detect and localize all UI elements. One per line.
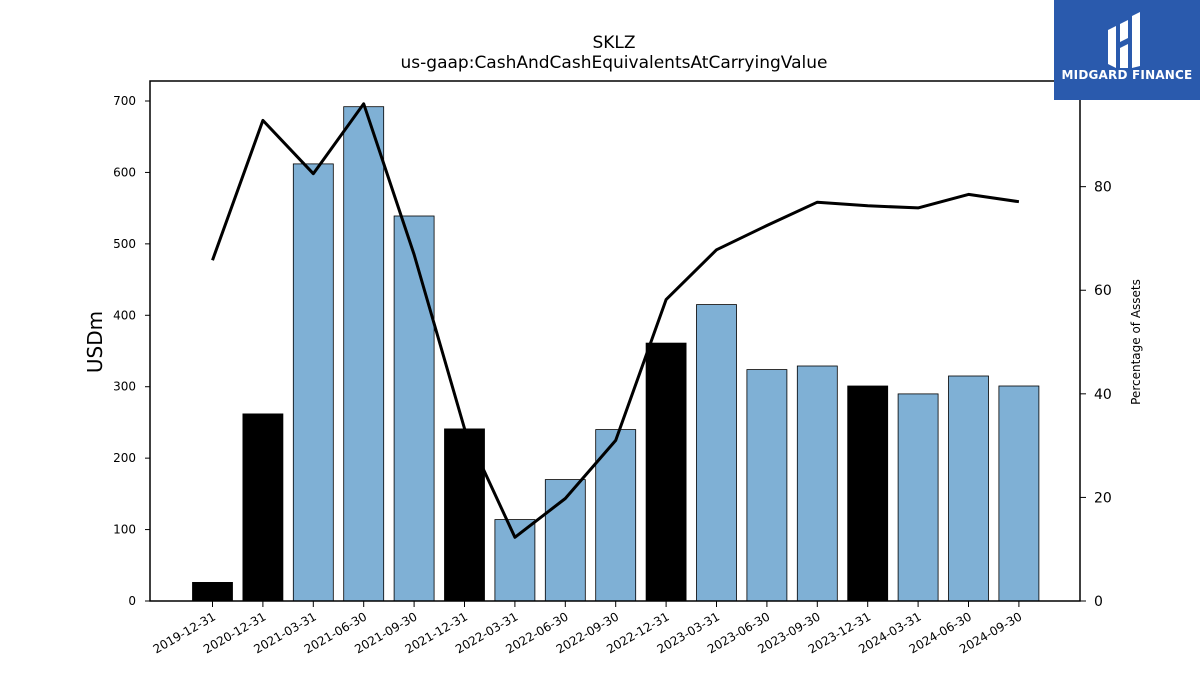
bar-2023-09-30 — [797, 366, 837, 601]
left-axis: 0 100 200 300 400 500 600 700 — [113, 94, 150, 608]
y-right-tick-label-0: 0 — [1094, 594, 1103, 610]
y-right-tick-label-60: 60 — [1094, 283, 1112, 299]
bar-2020-12-31 — [243, 414, 283, 601]
bar-2024-03-31 — [898, 394, 938, 601]
y-tick-label-400: 400 — [113, 308, 136, 322]
bar-2023-03-31 — [697, 305, 737, 601]
y-right-tick-label-80: 80 — [1094, 180, 1112, 196]
bar-2021-12-31 — [445, 429, 485, 601]
y-tick-label-700: 700 — [113, 94, 136, 108]
bar-2024-06-30 — [949, 376, 989, 601]
bar-2022-12-31 — [646, 343, 686, 601]
bar-2021-03-31 — [293, 164, 333, 601]
y-right-tick-label-20: 20 — [1094, 490, 1112, 506]
bar-2023-06-30 — [747, 370, 787, 601]
bar-2023-12-31 — [848, 386, 888, 601]
x-axis: 2019-12-312020-12-312021-03-312021-06-30… — [151, 601, 1025, 656]
bar-2019-12-31 — [193, 582, 233, 601]
chart-subtitle: us-gaap:CashAndCashEquivalentsAtCarrying… — [401, 53, 828, 73]
bars-group — [193, 107, 1039, 601]
y-axis-label: USDm — [83, 311, 107, 373]
y-tick-label-500: 500 — [113, 237, 136, 251]
y-tick-label-200: 200 — [113, 451, 136, 465]
bar-2022-03-31 — [495, 520, 535, 601]
y-tick-label-600: 600 — [113, 165, 136, 179]
bar-2024-09-30 — [999, 386, 1039, 601]
brand-logo: MIDGARD FINANCE — [1054, 0, 1200, 100]
brand-logo-text: MIDGARD FINANCE — [1054, 68, 1200, 82]
right-axis: 0 20 40 60 80 — [1080, 180, 1112, 610]
bar-2021-06-30 — [344, 107, 384, 601]
y-right-tick-label-40: 40 — [1094, 387, 1112, 403]
y-tick-label-100: 100 — [113, 523, 136, 537]
y-tick-label-300: 300 — [113, 380, 136, 394]
chart-title: SKLZ — [592, 33, 635, 53]
y-tick-label-0: 0 — [128, 594, 136, 608]
brand-logo-mark — [1102, 8, 1152, 68]
y-axis-right-label: Percentage of Assets — [1129, 279, 1143, 405]
bar-2021-09-30 — [394, 216, 434, 601]
chart: SKLZ us-gaap:CashAndCashEquivalentsAtCar… — [0, 0, 1200, 675]
